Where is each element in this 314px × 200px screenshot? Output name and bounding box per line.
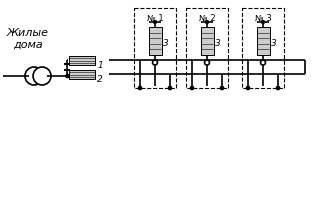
Bar [134, 8, 176, 88]
Circle shape [220, 86, 224, 90]
Bar [242, 8, 284, 88]
Bar [149, 27, 162, 55]
Bar [69, 70, 95, 79]
Bar [186, 8, 228, 88]
Text: № 1: № 1 [147, 14, 163, 23]
Text: 3: 3 [215, 39, 221, 48]
Text: 1: 1 [97, 61, 103, 70]
Circle shape [168, 86, 172, 90]
Circle shape [138, 86, 142, 90]
Circle shape [33, 67, 51, 85]
Circle shape [276, 86, 280, 90]
Circle shape [261, 60, 266, 65]
Circle shape [65, 74, 69, 78]
Circle shape [205, 20, 209, 24]
Circle shape [261, 20, 265, 24]
Circle shape [204, 60, 209, 65]
Circle shape [153, 60, 158, 65]
Text: Жилые
дома: Жилые дома [7, 28, 49, 50]
Circle shape [190, 86, 194, 90]
Text: № 3: № 3 [255, 14, 271, 23]
Text: № 2: № 2 [199, 14, 215, 23]
Bar [201, 27, 214, 55]
Bar [257, 27, 270, 55]
Bar [69, 56, 95, 65]
Text: 3: 3 [271, 39, 277, 48]
Text: 3: 3 [163, 39, 169, 48]
Text: 2: 2 [97, 75, 103, 84]
Circle shape [25, 67, 43, 85]
Circle shape [153, 20, 157, 24]
Circle shape [246, 86, 250, 90]
